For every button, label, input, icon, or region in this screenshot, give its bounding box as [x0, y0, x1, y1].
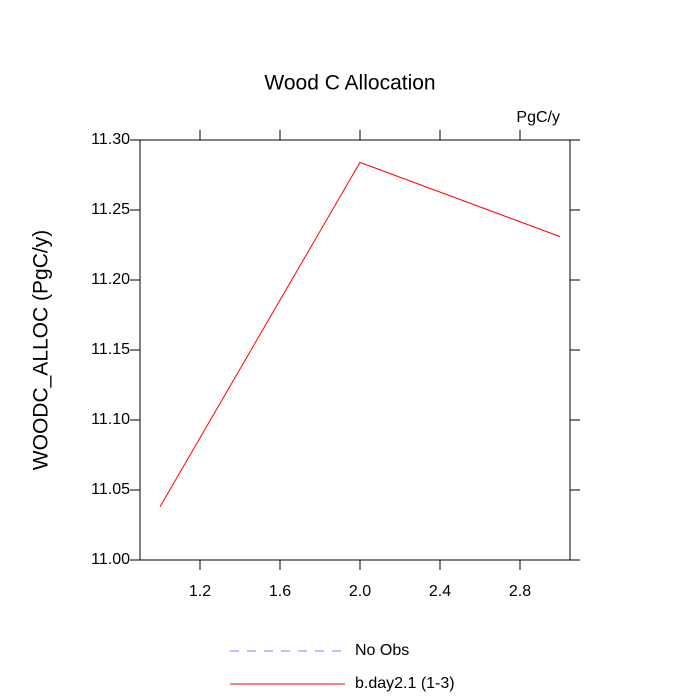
- x-tick-label: 1.2: [189, 583, 211, 600]
- y-tick-label: 11.20: [91, 271, 130, 288]
- x-tick-label: 2.4: [429, 583, 451, 600]
- x-tick-label: 2.8: [509, 583, 531, 600]
- x-tick-label: 1.6: [269, 583, 291, 600]
- y-tick-label: 11.10: [91, 411, 130, 428]
- x-tick-label: 2.0: [349, 583, 371, 600]
- y-tick-label: 11.30: [91, 131, 130, 148]
- legend-label: b.day2.1 (1-3): [355, 675, 455, 692]
- y-tick-label: 11.05: [91, 481, 130, 498]
- y-axis-label: WOODC_ALLOC (PgC/y): [30, 230, 53, 470]
- y-tick-label: 11.15: [91, 341, 130, 358]
- plot-frame: [139, 139, 571, 561]
- data-line: [159, 161, 561, 508]
- legend-label: No Obs: [355, 642, 409, 659]
- chart-title: Wood C Allocation: [264, 72, 435, 95]
- y-tick-label: 11.25: [91, 201, 130, 218]
- units-note: PgC/y: [516, 109, 560, 126]
- y-tick-label: 11.00: [91, 551, 130, 568]
